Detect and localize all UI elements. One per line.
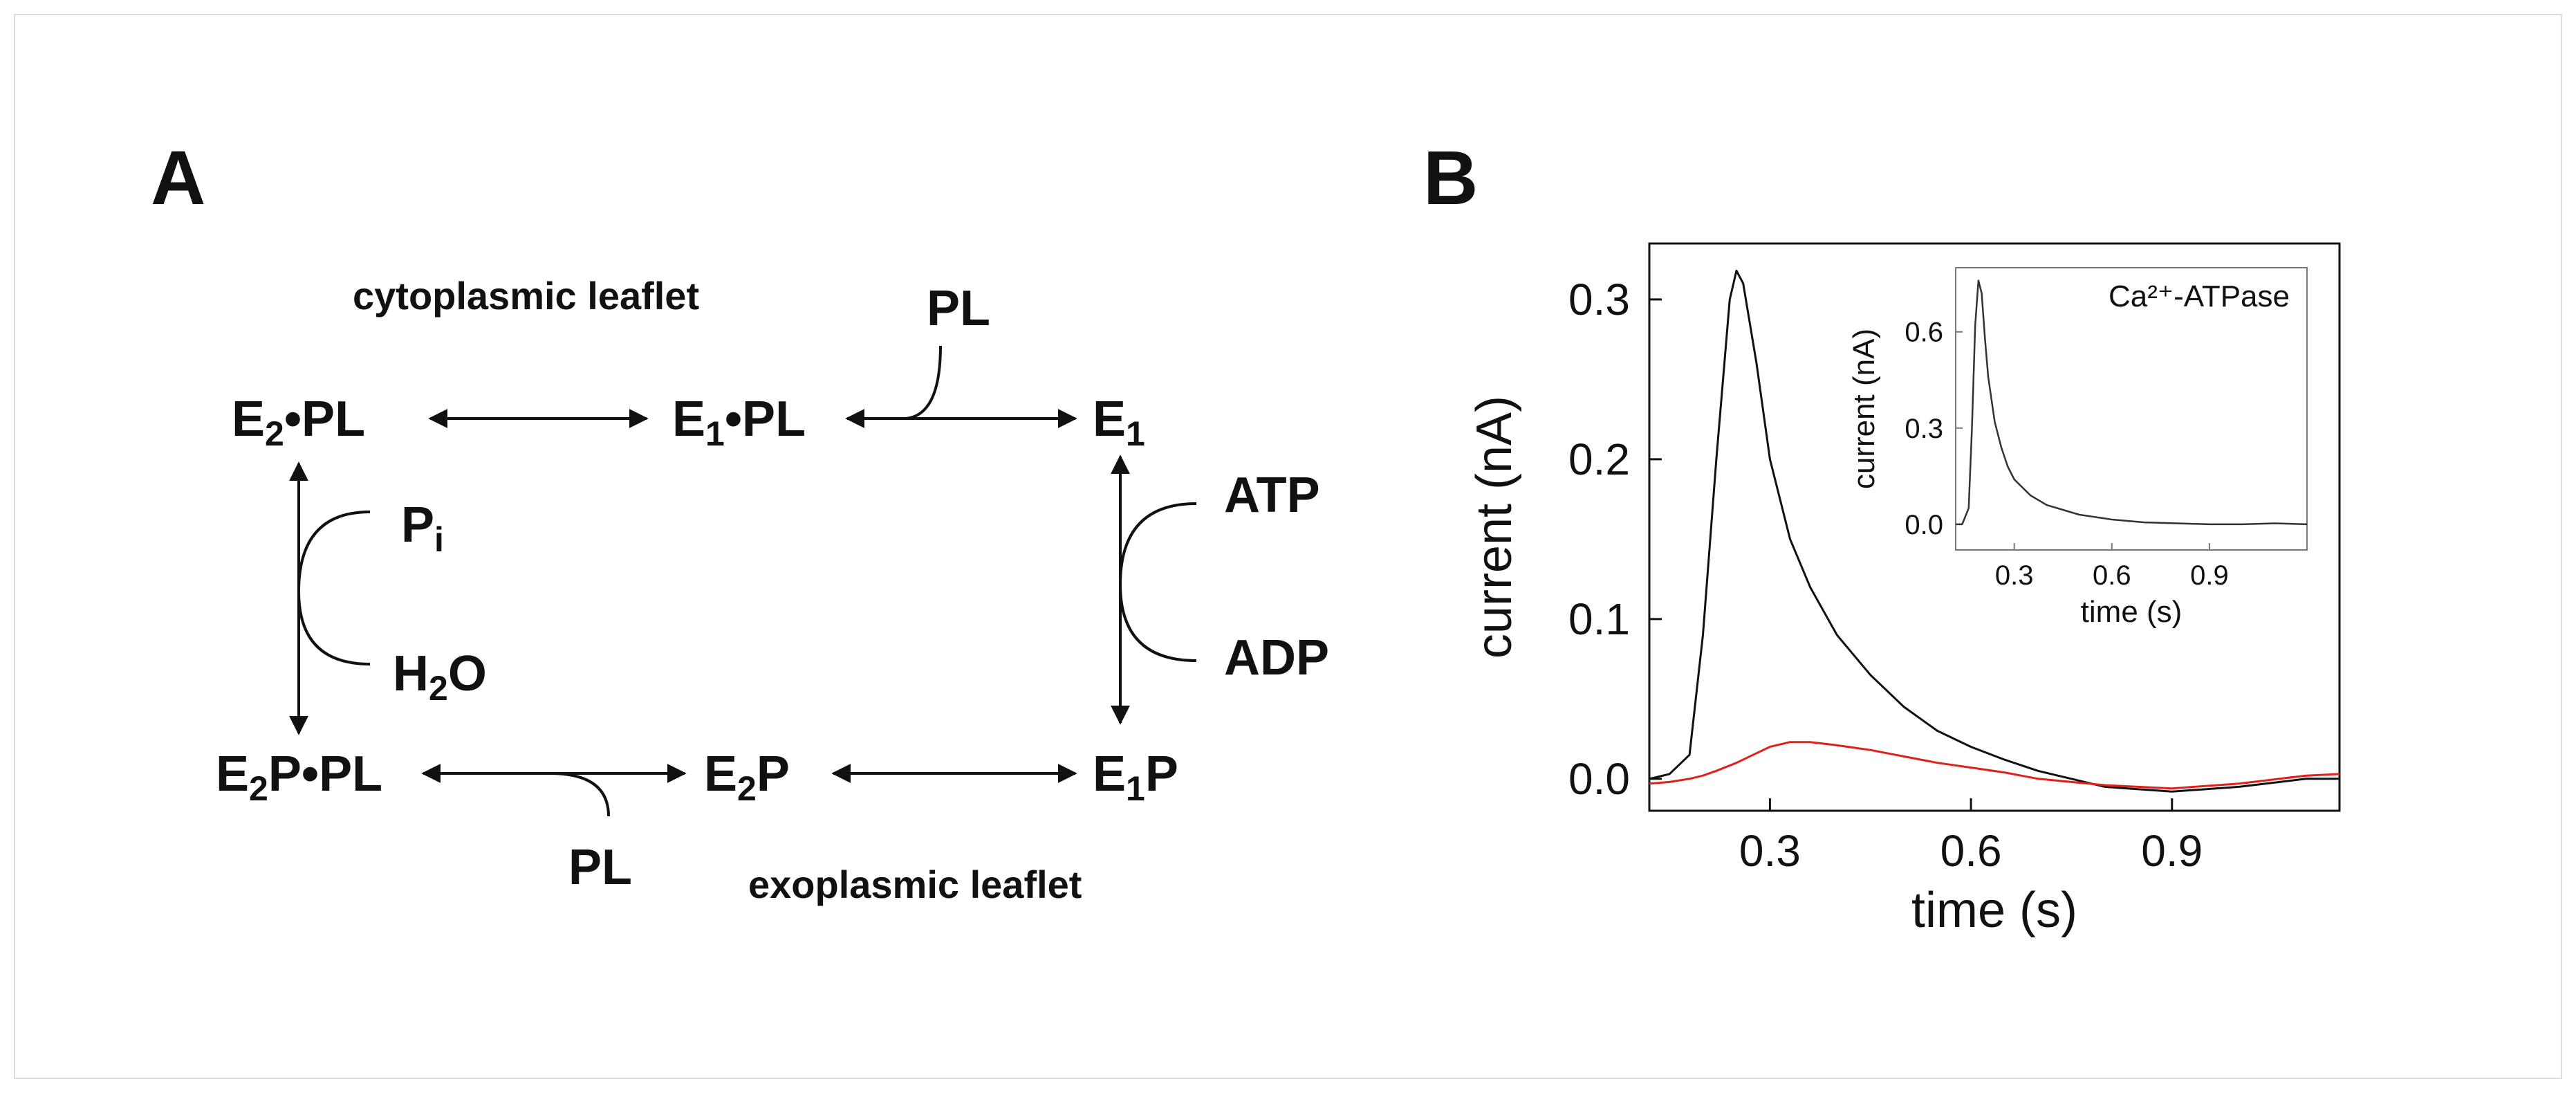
species-e2p-pl: E2P•PL — [216, 746, 382, 808]
hydrolysis-curve — [297, 511, 371, 665]
y-axis-label: current (nA) — [1847, 329, 1881, 489]
exoplasmic-leaflet-label: exoplasmic leaflet — [748, 863, 1082, 906]
pl-release-curve — [549, 772, 610, 817]
y-tick-label: 0.3 — [1905, 414, 1943, 444]
y-tick-label: 0.0 — [1905, 510, 1943, 540]
series-line-2 — [1649, 741, 2340, 790]
y-tick-label: 0.2 — [1568, 434, 1630, 484]
pl-binding-curve — [905, 345, 942, 420]
main-chart: 0.3 0.6 0.9 0.0 0.1 0.2 0.3 time (s) current (nA… — [1467, 242, 2341, 938]
inset-chart: 0.3 0.6 0.9 0.0 0.3 0.6 time (s) current (nA) Ca… — [1847, 267, 2308, 629]
x-tick-label: 0.9 — [2141, 826, 2203, 876]
panel-b: B 0.3 0.6 0.9 0.0 0.1 0.2 0.3 time (s) current (… — [1423, 136, 2341, 938]
pl-top-label: PL — [927, 281, 990, 336]
species-e1-pl: E1•PL — [672, 392, 806, 453]
pi-label: Pi — [401, 497, 444, 559]
y-tick-label: 0.6 — [1905, 318, 1943, 348]
water-label: H2O — [393, 646, 487, 708]
pl-bottom-label: PL — [568, 840, 632, 895]
phosphorylation-curve — [1118, 502, 1197, 662]
x-tick-label: 0.3 — [1739, 826, 1801, 876]
y-tick-label: 0.1 — [1568, 594, 1630, 644]
species-e2-pl: E2•PL — [232, 392, 365, 453]
species-e2p: E2P — [704, 746, 790, 808]
x-tick-label: 0.3 — [1995, 560, 2034, 591]
y-axis-label: current (nA) — [1467, 396, 1522, 659]
panel-a: A cytoplasmic leaflet exoplasmic leaflet… — [151, 136, 1329, 906]
plot-frame — [1648, 242, 2341, 812]
x-tick-label: 0.6 — [1940, 826, 2002, 876]
species-e1: E1 — [1093, 392, 1145, 453]
series-line-1 — [1956, 279, 2308, 526]
cytoplasmic-leaflet-label: cytoplasmic leaflet — [353, 274, 699, 318]
plot-frame — [1955, 267, 2308, 551]
x-tick-label: 0.6 — [2093, 560, 2131, 591]
y-tick-label: 0.3 — [1568, 275, 1630, 324]
atp-label: ATP — [1224, 468, 1320, 523]
panel-a-letter: A — [151, 136, 205, 221]
y-tick-label: 0.0 — [1568, 754, 1630, 804]
species-e1p: E1P — [1093, 746, 1178, 808]
x-tick-label: 0.9 — [2190, 560, 2229, 591]
chart-title: Ca²⁺-ATPase — [2109, 279, 2290, 313]
adp-label: ADP — [1224, 630, 1329, 686]
x-axis-label: time (s) — [1911, 883, 2077, 938]
series-line-1 — [1649, 269, 2339, 793]
x-axis-label: time (s) — [2081, 595, 2183, 629]
panel-b-letter: B — [1423, 136, 1478, 221]
figure-frame — [14, 14, 2562, 1079]
